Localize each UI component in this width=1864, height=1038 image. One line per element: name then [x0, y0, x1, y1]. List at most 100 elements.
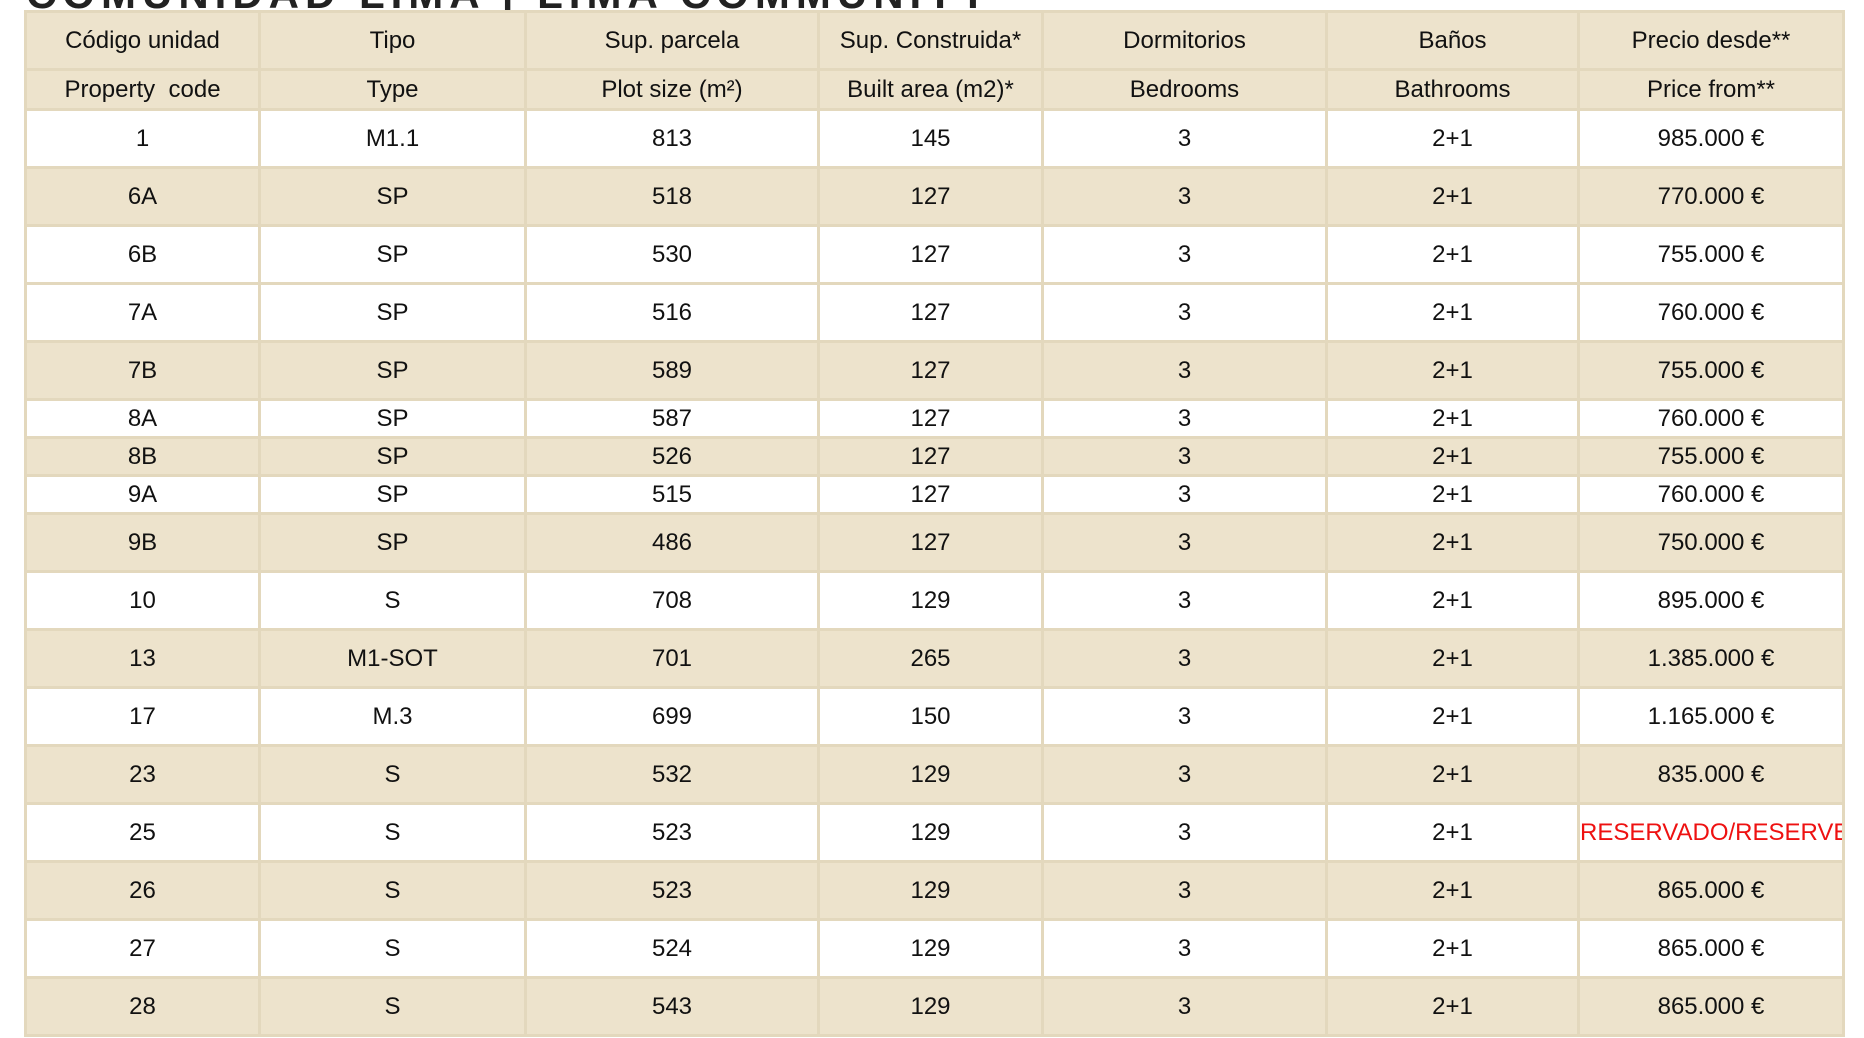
- cell-bedrooms: 3: [1041, 744, 1328, 805]
- header-row-english: Property code Type Plot size (m²) Built …: [24, 68, 1845, 111]
- cell-plot: 530: [524, 224, 820, 285]
- cell-bathrooms: 2+1: [1325, 686, 1580, 747]
- col-header-type-en: Type: [258, 68, 527, 111]
- cell-built: 129: [817, 976, 1044, 1037]
- cell-bathrooms: 2+1: [1325, 282, 1580, 343]
- table-body: 1 M1.1 813 145 3 2+1 985.000 € 6A SP 518…: [24, 108, 1845, 1037]
- table-row: 27 S 524 129 3 2+1 865.000 €: [24, 918, 1845, 979]
- cell-built: 265: [817, 628, 1044, 689]
- cell-built: 129: [817, 570, 1044, 631]
- table-row: 6B SP 530 127 3 2+1 755.000 €: [24, 224, 1845, 285]
- cell-type: SP: [258, 512, 527, 573]
- table-row: 8B SP 526 127 3 2+1 755.000 €: [24, 436, 1845, 477]
- cell-type: S: [258, 918, 527, 979]
- cell-bathrooms: 2+1: [1325, 570, 1580, 631]
- cell-built: 127: [817, 224, 1044, 285]
- col-header-price-en: Price from**: [1577, 68, 1845, 111]
- cell-plot: 524: [524, 918, 820, 979]
- cell-plot: 516: [524, 282, 820, 343]
- table-row: 26 S 523 129 3 2+1 865.000 €: [24, 860, 1845, 921]
- cell-built: 127: [817, 512, 1044, 573]
- cell-built: 129: [817, 802, 1044, 863]
- cell-plot: 543: [524, 976, 820, 1037]
- table-row: 13 M1-SOT 701 265 3 2+1 1.385.000 €: [24, 628, 1845, 689]
- cell-bedrooms: 3: [1041, 166, 1328, 227]
- cell-bedrooms: 3: [1041, 686, 1328, 747]
- cell-code: 6A: [24, 166, 261, 227]
- cell-built: 129: [817, 918, 1044, 979]
- cell-code: 7B: [24, 340, 261, 401]
- col-header-bedrooms-en: Bedrooms: [1041, 68, 1328, 111]
- header-row-spanish: Código unidad Tipo Sup. parcela Sup. Con…: [24, 10, 1845, 71]
- cell-plot: 701: [524, 628, 820, 689]
- cell-code: 13: [24, 628, 261, 689]
- cell-price: 985.000 €: [1577, 108, 1845, 169]
- cell-code: 8B: [24, 436, 261, 477]
- cell-type: S: [258, 744, 527, 805]
- property-price-table: Código unidad Tipo Sup. parcela Sup. Con…: [24, 10, 1845, 1037]
- cell-bathrooms: 2+1: [1325, 340, 1580, 401]
- cell-bedrooms: 3: [1041, 628, 1328, 689]
- cell-plot: 708: [524, 570, 820, 631]
- cell-plot: 526: [524, 436, 820, 477]
- table-row: 10 S 708 129 3 2+1 895.000 €: [24, 570, 1845, 631]
- cell-built: 127: [817, 398, 1044, 439]
- cell-plot: 523: [524, 860, 820, 921]
- col-header-bedrooms-es: Dormitorios: [1041, 10, 1328, 71]
- table-row: 23 S 532 129 3 2+1 835.000 €: [24, 744, 1845, 805]
- table-row: 6A SP 518 127 3 2+1 770.000 €: [24, 166, 1845, 227]
- col-header-bathrooms-es: Baños: [1325, 10, 1580, 71]
- cell-price: 865.000 €: [1577, 918, 1845, 979]
- table-row: 7A SP 516 127 3 2+1 760.000 €: [24, 282, 1845, 343]
- cell-price: 750.000 €: [1577, 512, 1845, 573]
- cell-plot: 518: [524, 166, 820, 227]
- cell-bedrooms: 3: [1041, 802, 1328, 863]
- cell-code: 1: [24, 108, 261, 169]
- cell-price: 755.000 €: [1577, 340, 1845, 401]
- table-row: 7B SP 589 127 3 2+1 755.000 €: [24, 340, 1845, 401]
- cell-bathrooms: 2+1: [1325, 628, 1580, 689]
- cell-price: 760.000 €: [1577, 398, 1845, 439]
- cell-price: 755.000 €: [1577, 436, 1845, 477]
- col-header-plot-es: Sup. parcela: [524, 10, 820, 71]
- cell-bedrooms: 3: [1041, 512, 1328, 573]
- cell-type: S: [258, 860, 527, 921]
- cell-price: 760.000 €: [1577, 474, 1845, 515]
- cell-bedrooms: 3: [1041, 282, 1328, 343]
- cell-bedrooms: 3: [1041, 976, 1328, 1037]
- cell-plot: 587: [524, 398, 820, 439]
- col-header-built-en: Built area (m2)*: [817, 68, 1044, 111]
- cell-code: 17: [24, 686, 261, 747]
- cell-code: 28: [24, 976, 261, 1037]
- col-header-built-es: Sup. Construida*: [817, 10, 1044, 71]
- cell-bedrooms: 3: [1041, 918, 1328, 979]
- cell-bedrooms: 3: [1041, 108, 1328, 169]
- cell-plot: 486: [524, 512, 820, 573]
- cell-bedrooms: 3: [1041, 474, 1328, 515]
- cell-code: 25: [24, 802, 261, 863]
- cell-bedrooms: 3: [1041, 570, 1328, 631]
- cell-code: 9A: [24, 474, 261, 515]
- table-row: 17 M.3 699 150 3 2+1 1.165.000 €: [24, 686, 1845, 747]
- cell-price-reserved: RESERVADO/RESERVED: [1577, 802, 1845, 863]
- col-header-plot-en: Plot size (m²): [524, 68, 820, 111]
- table-row: 9A SP 515 127 3 2+1 760.000 €: [24, 474, 1845, 515]
- cell-type: SP: [258, 474, 527, 515]
- cell-built: 127: [817, 340, 1044, 401]
- cell-type: SP: [258, 436, 527, 477]
- cell-built: 145: [817, 108, 1044, 169]
- cell-plot: 589: [524, 340, 820, 401]
- cell-built: 129: [817, 744, 1044, 805]
- cell-code: 10: [24, 570, 261, 631]
- cell-code: 6B: [24, 224, 261, 285]
- cell-plot: 515: [524, 474, 820, 515]
- col-header-code-es: Código unidad: [24, 10, 261, 71]
- cell-type: M1.1: [258, 108, 527, 169]
- cell-bathrooms: 2+1: [1325, 474, 1580, 515]
- cell-plot: 699: [524, 686, 820, 747]
- cell-price: 895.000 €: [1577, 570, 1845, 631]
- cell-bathrooms: 2+1: [1325, 802, 1580, 863]
- cell-built: 127: [817, 436, 1044, 477]
- cell-price: 865.000 €: [1577, 976, 1845, 1037]
- cell-price: 755.000 €: [1577, 224, 1845, 285]
